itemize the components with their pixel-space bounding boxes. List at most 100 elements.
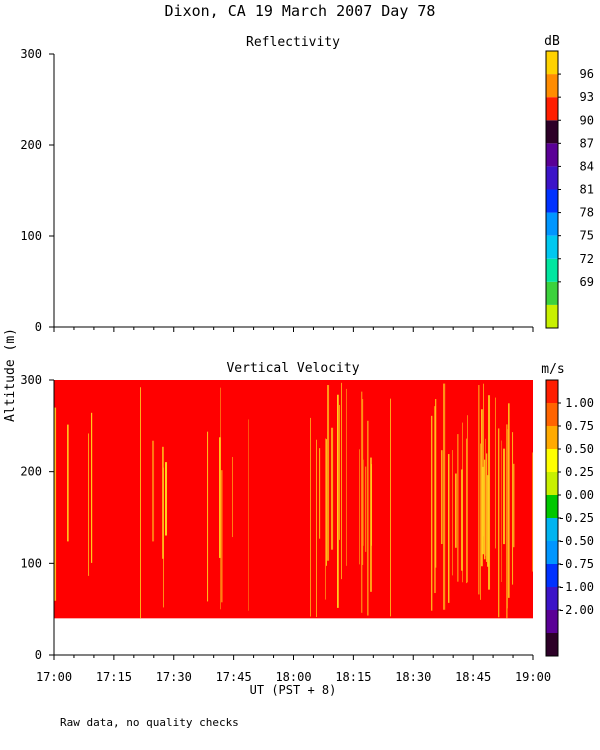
reflectivity-colorbar-swatch	[546, 281, 558, 305]
velocity-colorbar-label: 0.25	[565, 465, 594, 479]
reflectivity-colorbar-label: 93	[580, 90, 594, 104]
reflectivity-y-tick-label: 0	[35, 320, 42, 334]
reflectivity-colorbar-swatch	[546, 51, 558, 75]
velocity-streak	[485, 438, 486, 556]
velocity-streak	[483, 383, 484, 537]
vertical-velocity-y-tick-label: 0	[35, 648, 42, 662]
vertical-velocity-x-tick-label: 18:45	[455, 670, 491, 684]
velocity-colorbar-swatch	[546, 495, 558, 518]
velocity-streak	[140, 387, 141, 619]
velocity-streak	[326, 439, 327, 566]
velocity-colorbar-swatch	[546, 610, 558, 633]
velocity-colorbar-label: -1.00	[558, 580, 594, 594]
velocity-streak	[431, 415, 433, 611]
reflectivity-colorbar-label: 75	[580, 229, 594, 243]
reflectivity-colorbar-label: 69	[580, 275, 594, 289]
reflectivity-x-ticks	[53, 327, 534, 332]
reflectivity-colorbar-swatch	[546, 212, 558, 236]
reflectivity-colorbar-swatch	[546, 235, 558, 259]
reflectivity-y-tick-label: 300	[20, 47, 42, 61]
velocity-streak	[221, 470, 223, 603]
velocity-colorbar-swatch	[546, 472, 558, 495]
reflectivity-colorbar-label: 84	[580, 159, 594, 173]
vertical-velocity-x-tick-label: 19:00	[515, 670, 551, 684]
velocity-streak	[365, 466, 367, 552]
velocity-streak	[67, 424, 69, 542]
velocity-streak	[488, 395, 491, 590]
velocity-streak	[532, 452, 534, 572]
velocity-colorbar-swatch	[546, 541, 558, 564]
reflectivity-colorbar-label: 87	[580, 136, 594, 150]
reflectivity-colorbar-swatch	[546, 166, 558, 190]
vertical-velocity-title: Vertical Velocity	[226, 361, 359, 376]
reflectivity-y-tick-label: 200	[20, 138, 42, 152]
velocity-colorbar-swatch	[546, 426, 558, 449]
reflectivity-colorbar-swatch	[546, 258, 558, 282]
velocity-streak	[482, 466, 484, 555]
velocity-streak	[486, 453, 488, 562]
vertical-velocity-y-ticks: 0 100 200 300	[20, 373, 54, 662]
reflectivity-colorbar: dB 96 93 90 87 84 81 78 75 72 69	[544, 34, 594, 329]
velocity-streak	[248, 419, 249, 611]
velocity-streak	[513, 463, 515, 548]
velocity-streak	[512, 432, 514, 585]
velocity-colorbar-swatch	[546, 587, 558, 610]
reflectivity-colorbar-swatch	[546, 143, 558, 167]
vertical-velocity-x-tick-label: 17:45	[216, 670, 252, 684]
vertical-velocity-x-ticks: 17:00 17:15 17:30 17:45 18:00 18:15 18:30 18:45…	[36, 655, 551, 684]
velocity-colorbar-label: -0.50	[558, 534, 594, 548]
velocity-colorbar: m/s 1.00 0.75 0.50 0.25 0.00 -0.25 -0.50 -0.75 -…	[541, 362, 594, 657]
reflectivity-colorbar-label: 90	[580, 113, 594, 127]
reflectivity-colorbar-label: 72	[580, 252, 594, 266]
velocity-streak	[327, 385, 330, 561]
velocity-streak	[371, 464, 373, 546]
velocity-streak	[341, 382, 342, 580]
velocity-colorbar-swatch	[546, 633, 558, 656]
velocity-colorbar-label: -0.25	[558, 511, 594, 525]
velocity-streak	[219, 437, 221, 558]
velocity-streak	[452, 450, 453, 576]
velocity-streak	[325, 438, 326, 600]
reflectivity-colorbar-label: 78	[580, 206, 594, 220]
velocity-streak	[339, 404, 340, 540]
reflectivity-colorbar-label: 81	[580, 183, 594, 197]
velocity-streak	[501, 440, 502, 582]
velocity-streak	[503, 448, 506, 545]
velocity-streak	[367, 420, 369, 616]
velocity-streak	[466, 438, 468, 584]
vertical-velocity-x-tick-label: 17:15	[96, 670, 132, 684]
velocity-streak	[461, 469, 463, 571]
velocity-colorbar-label: 0.75	[565, 419, 594, 433]
velocity-streak	[434, 406, 436, 594]
velocity-streak	[220, 387, 221, 610]
vertical-velocity-x-tick-label: 18:00	[275, 670, 311, 684]
reflectivity-colorbar-unit: dB	[544, 34, 560, 49]
velocity-colorbar-unit: m/s	[541, 362, 564, 377]
velocity-colorbar-swatch	[546, 518, 558, 541]
velocity-streak	[467, 415, 468, 583]
velocity-colorbar-label: -0.75	[558, 557, 594, 571]
velocity-streak	[346, 388, 347, 566]
velocity-streak	[362, 399, 364, 565]
vertical-velocity-y-tick-label: 200	[20, 465, 42, 479]
velocity-streak	[162, 446, 164, 559]
velocity-streak	[457, 434, 459, 582]
velocity-streak	[370, 457, 372, 592]
velocity-colorbar-swatch	[546, 449, 558, 472]
velocity-streak	[443, 383, 446, 610]
reflectivity-y-ticks: 0 100 200 300	[20, 47, 54, 334]
vertical-velocity-x-tick-label: 18:30	[395, 670, 431, 684]
velocity-streak	[506, 424, 508, 619]
y-axis-label: Altitude (m)	[3, 328, 18, 422]
velocity-streak	[163, 467, 164, 608]
velocity-streak	[441, 450, 443, 545]
velocity-streak	[435, 399, 437, 568]
velocity-streak	[481, 409, 483, 567]
footnote: Raw data, no quality checks	[60, 716, 239, 729]
velocity-streak	[480, 443, 481, 600]
velocity-streak	[91, 412, 93, 563]
velocity-streak	[316, 439, 317, 618]
velocity-colorbar-swatch	[546, 380, 558, 403]
